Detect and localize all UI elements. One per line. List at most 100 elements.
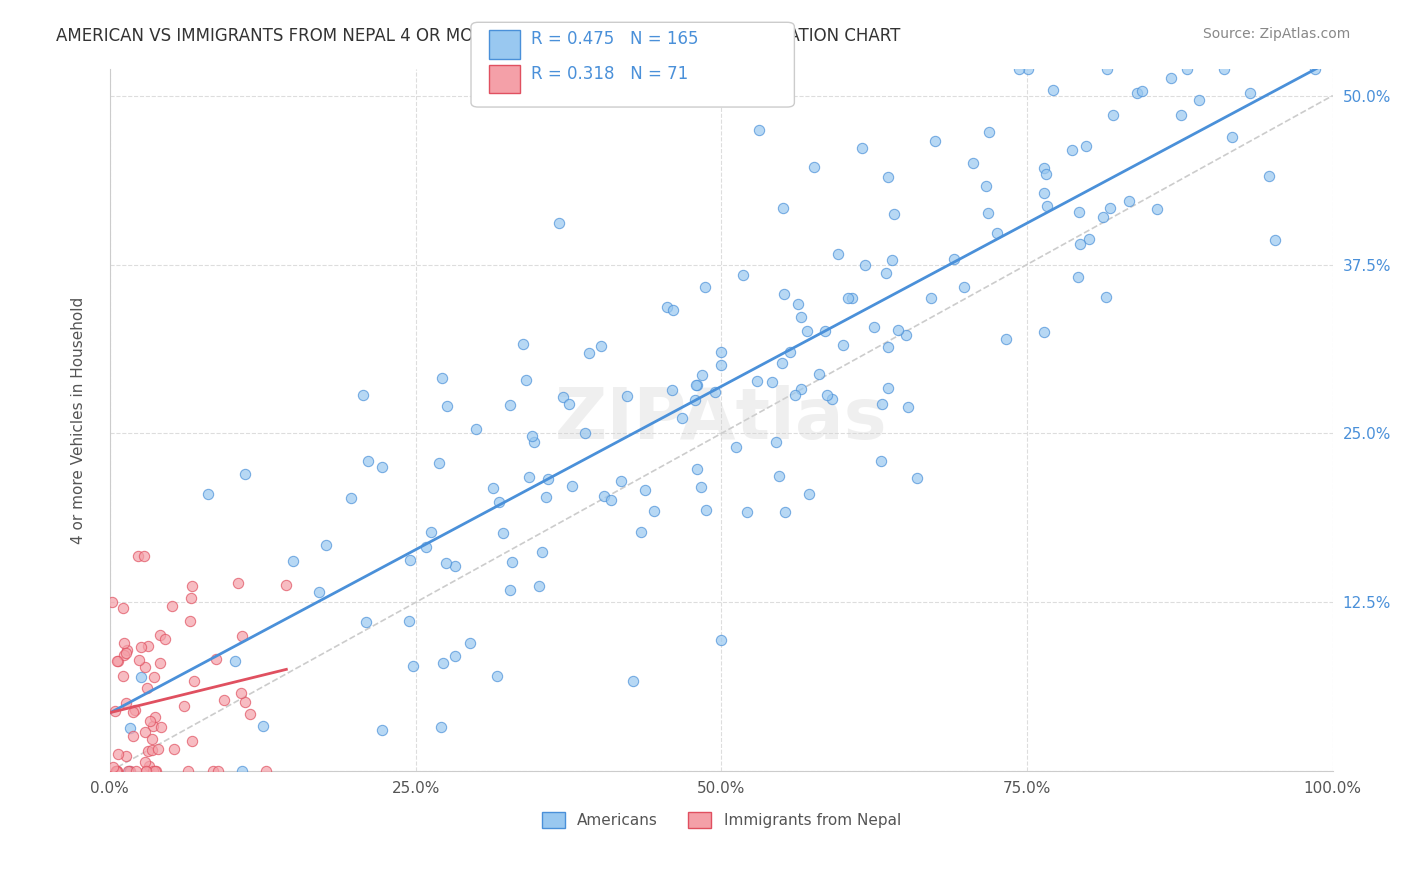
- Americans: [235, 467, 257, 481]
- Americans: [592, 489, 614, 503]
- Immigrants from Nepal: [128, 653, 150, 667]
- Americans: [876, 169, 898, 184]
- Americans: [773, 505, 796, 519]
- Americans: [530, 545, 553, 559]
- Americans: [695, 503, 717, 517]
- Immigrants from Nepal: [135, 681, 157, 696]
- Americans: [877, 381, 900, 395]
- Americans: [692, 368, 714, 382]
- Americans: [870, 454, 893, 468]
- Immigrants from Nepal: [115, 748, 138, 763]
- Immigrants from Nepal: [127, 549, 149, 563]
- Immigrants from Nepal: [231, 629, 253, 643]
- Immigrants from Nepal: [125, 764, 148, 779]
- Americans: [118, 764, 141, 779]
- Americans: [512, 337, 534, 351]
- Immigrants from Nepal: [276, 578, 298, 592]
- Americans: [920, 291, 942, 305]
- Americans: [690, 480, 713, 494]
- Americans: [1095, 290, 1118, 304]
- Americans: [1303, 62, 1326, 76]
- Americans: [783, 388, 806, 402]
- Americans: [1175, 62, 1198, 76]
- Immigrants from Nepal: [149, 657, 172, 671]
- Immigrants from Nepal: [231, 686, 253, 700]
- Immigrants from Nepal: [136, 639, 159, 653]
- Americans: [779, 345, 801, 359]
- Immigrants from Nepal: [131, 640, 153, 655]
- Americans: [796, 324, 818, 338]
- Americans: [709, 345, 731, 359]
- Americans: [120, 721, 142, 735]
- Americans: [870, 397, 893, 411]
- Immigrants from Nepal: [105, 764, 128, 779]
- Americans: [1095, 62, 1118, 76]
- Immigrants from Nepal: [134, 756, 156, 770]
- Immigrants from Nepal: [163, 741, 186, 756]
- Americans: [815, 387, 838, 401]
- Americans: [352, 388, 374, 402]
- Americans: [529, 579, 551, 593]
- Americans: [436, 399, 458, 413]
- Immigrants from Nepal: [112, 601, 135, 615]
- Americans: [883, 206, 905, 220]
- Americans: [685, 378, 707, 392]
- Immigrants from Nepal: [112, 648, 135, 662]
- Americans: [995, 332, 1018, 346]
- Immigrants from Nepal: [104, 764, 127, 778]
- Americans: [499, 398, 522, 412]
- Americans: [814, 324, 837, 338]
- Immigrants from Nepal: [104, 764, 127, 779]
- Immigrants from Nepal: [179, 614, 201, 628]
- Americans: [1076, 139, 1098, 153]
- Text: AMERICAN VS IMMIGRANTS FROM NEPAL 4 OR MORE VEHICLES IN HOUSEHOLD CORRELATION CH: AMERICAN VS IMMIGRANTS FROM NEPAL 4 OR M…: [56, 27, 901, 45]
- Americans: [522, 429, 544, 443]
- Americans: [1160, 70, 1182, 85]
- Americans: [1101, 108, 1123, 122]
- Americans: [315, 538, 337, 552]
- Immigrants from Nepal: [173, 698, 195, 713]
- Immigrants from Nepal: [111, 669, 134, 683]
- Americans: [1060, 143, 1083, 157]
- Americans: [630, 524, 652, 539]
- Immigrants from Nepal: [142, 764, 165, 779]
- Americans: [634, 483, 657, 498]
- Immigrants from Nepal: [145, 764, 167, 779]
- Americans: [340, 491, 363, 505]
- Immigrants from Nepal: [183, 674, 205, 689]
- Immigrants from Nepal: [115, 696, 138, 710]
- Americans: [371, 460, 394, 475]
- Americans: [790, 310, 813, 324]
- Immigrants from Nepal: [181, 578, 204, 592]
- Americans: [574, 425, 596, 440]
- Immigrants from Nepal: [202, 764, 225, 779]
- Americans: [252, 719, 274, 733]
- Americans: [1118, 194, 1140, 209]
- Americans: [1130, 84, 1153, 98]
- Americans: [657, 300, 679, 314]
- Americans: [616, 389, 638, 403]
- Americans: [432, 656, 454, 670]
- Americans: [887, 323, 910, 337]
- Immigrants from Nepal: [254, 764, 277, 779]
- Americans: [748, 123, 770, 137]
- Immigrants from Nepal: [136, 744, 159, 758]
- Text: R = 0.318   N = 71: R = 0.318 N = 71: [531, 65, 689, 83]
- Text: R = 0.475   N = 165: R = 0.475 N = 165: [531, 30, 699, 48]
- Americans: [875, 266, 897, 280]
- Immigrants from Nepal: [124, 704, 146, 718]
- Americans: [578, 346, 600, 360]
- Americans: [1017, 62, 1039, 76]
- Americans: [863, 319, 886, 334]
- Immigrants from Nepal: [134, 725, 156, 739]
- Americans: [797, 487, 820, 501]
- Text: Source: ZipAtlas.com: Source: ZipAtlas.com: [1202, 27, 1350, 41]
- Immigrants from Nepal: [138, 758, 160, 772]
- Americans: [876, 340, 898, 354]
- Immigrants from Nepal: [139, 714, 162, 728]
- Americans: [551, 390, 574, 404]
- Americans: [683, 393, 706, 408]
- Americans: [1069, 237, 1091, 252]
- Americans: [537, 472, 560, 486]
- Americans: [724, 440, 747, 454]
